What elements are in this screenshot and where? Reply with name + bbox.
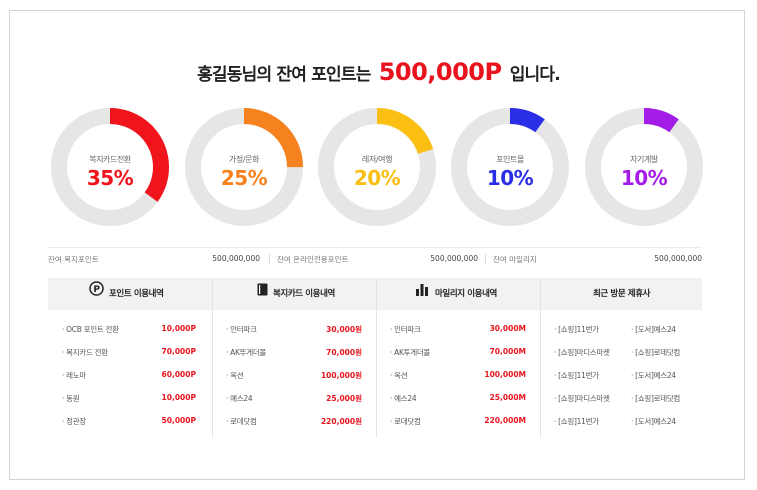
list-item[interactable]: · AK뚜게더몰	[226, 348, 267, 357]
list-item[interactable]: · 레노마	[62, 371, 86, 380]
partner-link[interactable]: · [쇼핑]마디스마켓	[554, 348, 610, 357]
summary-label-mileage: 잔여 마일리지	[493, 255, 537, 264]
partner-link[interactable]: · [쇼핑]마디스마켓	[554, 394, 610, 403]
donut-ring	[318, 108, 436, 226]
headline-prefix: 홍길동님의 잔여 포인트는	[197, 65, 371, 85]
list-item-value: 25,000원	[326, 394, 362, 403]
point-history-heading: P 포인트 이용내역	[89, 278, 164, 310]
donut-ring	[185, 108, 303, 226]
summary-value-mileage: 500,000,000	[654, 254, 702, 263]
partner-link[interactable]: · [도서]예스24	[631, 371, 676, 380]
p-circle-icon: P	[89, 278, 104, 310]
donut-ring	[585, 108, 703, 226]
point-history-title: 포인트 이용내역	[109, 289, 164, 299]
headline-suffix: 입니다.	[509, 65, 561, 85]
list-item[interactable]: · AK투게더몰	[390, 348, 431, 357]
column-divider	[212, 278, 213, 438]
summary-separator	[485, 254, 486, 264]
summary-value-online: 500,000,000	[430, 254, 478, 263]
donut-label: 가정/문화	[228, 155, 260, 164]
list-item-value: 50,000P	[161, 416, 196, 425]
donut-leisure-travel[interactable]: 레저/여행 20%	[317, 107, 437, 227]
remaining-points-headline: 홍길동님의 잔여 포인트는 500,000P 입니다.	[0, 58, 757, 86]
donut-arc	[185, 108, 303, 226]
donut-point-mall[interactable]: 포인트몰 10%	[450, 107, 570, 227]
summary-divider	[48, 247, 702, 248]
list-item-value: 30,000원	[326, 325, 362, 334]
svg-text:P: P	[93, 285, 100, 295]
summary-label-online: 잔여 온라인전용포인트	[277, 255, 349, 264]
donut-welfare-card[interactable]: 복지카드전환 35%	[50, 107, 170, 227]
donut-ring	[451, 108, 569, 226]
card-history-title: 복지카드 이용내역	[273, 289, 335, 299]
list-item[interactable]: · 인터파크	[390, 325, 421, 334]
partner-link[interactable]: · [쇼핑]로데닷컴	[631, 348, 681, 357]
list-item-value: 70,000원	[326, 348, 362, 357]
list-item[interactable]: · 인터파크	[226, 325, 257, 334]
donut-percent: 20%	[353, 166, 401, 190]
donut-percent: 10%	[486, 166, 534, 190]
partner-link[interactable]: · [쇼핑]11번가	[554, 325, 599, 334]
partner-link[interactable]: · [쇼핑]로데닷컴	[631, 394, 681, 403]
donut-arc	[51, 108, 169, 226]
donut-label: 레저/여행	[361, 155, 393, 164]
list-item-value: 70,000P	[161, 347, 196, 356]
summary-value-welfare: 500,000,000	[212, 254, 260, 263]
list-item-value: 70,000M	[489, 347, 526, 356]
book-icon	[257, 278, 268, 310]
list-item[interactable]: · 옥션	[226, 371, 244, 380]
donut-self-development[interactable]: 자기계발 10%	[584, 107, 704, 227]
list-item[interactable]: · 예스24	[226, 394, 253, 403]
list-item-value: 100,000M	[484, 370, 526, 379]
list-item[interactable]: · 정관장	[62, 417, 86, 426]
mileage-history-heading: 마일리지 이용내역	[416, 278, 497, 310]
list-item-value: 30,000M	[489, 324, 526, 333]
remaining-points-amount: 500,000P	[378, 58, 502, 86]
list-item-value: 10,000P	[161, 324, 196, 333]
donut-arc	[585, 108, 703, 226]
donut-percent: 25%	[220, 166, 268, 190]
list-item-value: 25,000M	[489, 393, 526, 402]
list-item-value: 220,000M	[484, 416, 526, 425]
list-item[interactable]: · 동원	[62, 394, 80, 403]
list-item[interactable]: · 로데닷컴	[390, 417, 421, 426]
card-history-heading: 복지카드 이용내역	[257, 278, 335, 310]
donut-home-culture[interactable]: 가정/문화 25%	[184, 107, 304, 227]
history-table-header	[48, 278, 702, 310]
list-item[interactable]: · 예스24	[390, 394, 417, 403]
donut-percent: 35%	[86, 166, 134, 190]
list-item[interactable]: · 로데닷컴	[226, 417, 257, 426]
recent-partners-heading: 최근 방문 제휴사	[593, 278, 650, 310]
list-item[interactable]: · OCB 포인트 전환	[62, 325, 119, 334]
list-item[interactable]: · 복지카드 전환	[62, 348, 108, 357]
donut-label: 포인트몰	[496, 155, 524, 164]
list-item-value: 100,000원	[320, 371, 362, 380]
column-divider	[540, 278, 541, 438]
donut-arc	[451, 108, 569, 226]
donut-arc	[318, 108, 436, 226]
list-item-value: 220,000원	[320, 417, 362, 426]
summary-separator	[269, 254, 270, 264]
column-divider	[376, 278, 377, 438]
mileage-history-title: 마일리지 이용내역	[435, 289, 497, 299]
partner-link[interactable]: · [도서]예스24	[631, 417, 676, 426]
summary-label-welfare: 잔여 복지포인트	[48, 255, 99, 264]
bar-chart-icon	[416, 278, 430, 310]
partner-link[interactable]: · [쇼핑]11번가	[554, 417, 599, 426]
recent-partners-title: 최근 방문 제휴사	[593, 289, 651, 299]
partner-link[interactable]: · [도서]예스24	[631, 325, 676, 334]
partner-link[interactable]: · [쇼핑]11번가	[554, 371, 599, 380]
donut-label: 복지카드전환	[89, 155, 131, 164]
list-item-value: 60,000P	[161, 370, 196, 379]
list-item[interactable]: · 옥션	[390, 371, 408, 380]
donut-ring	[51, 108, 169, 226]
donut-percent: 10%	[620, 166, 668, 190]
content-frame	[9, 10, 745, 480]
donut-label: 자기계발	[630, 155, 658, 164]
list-item-value: 10,000P	[161, 393, 196, 402]
